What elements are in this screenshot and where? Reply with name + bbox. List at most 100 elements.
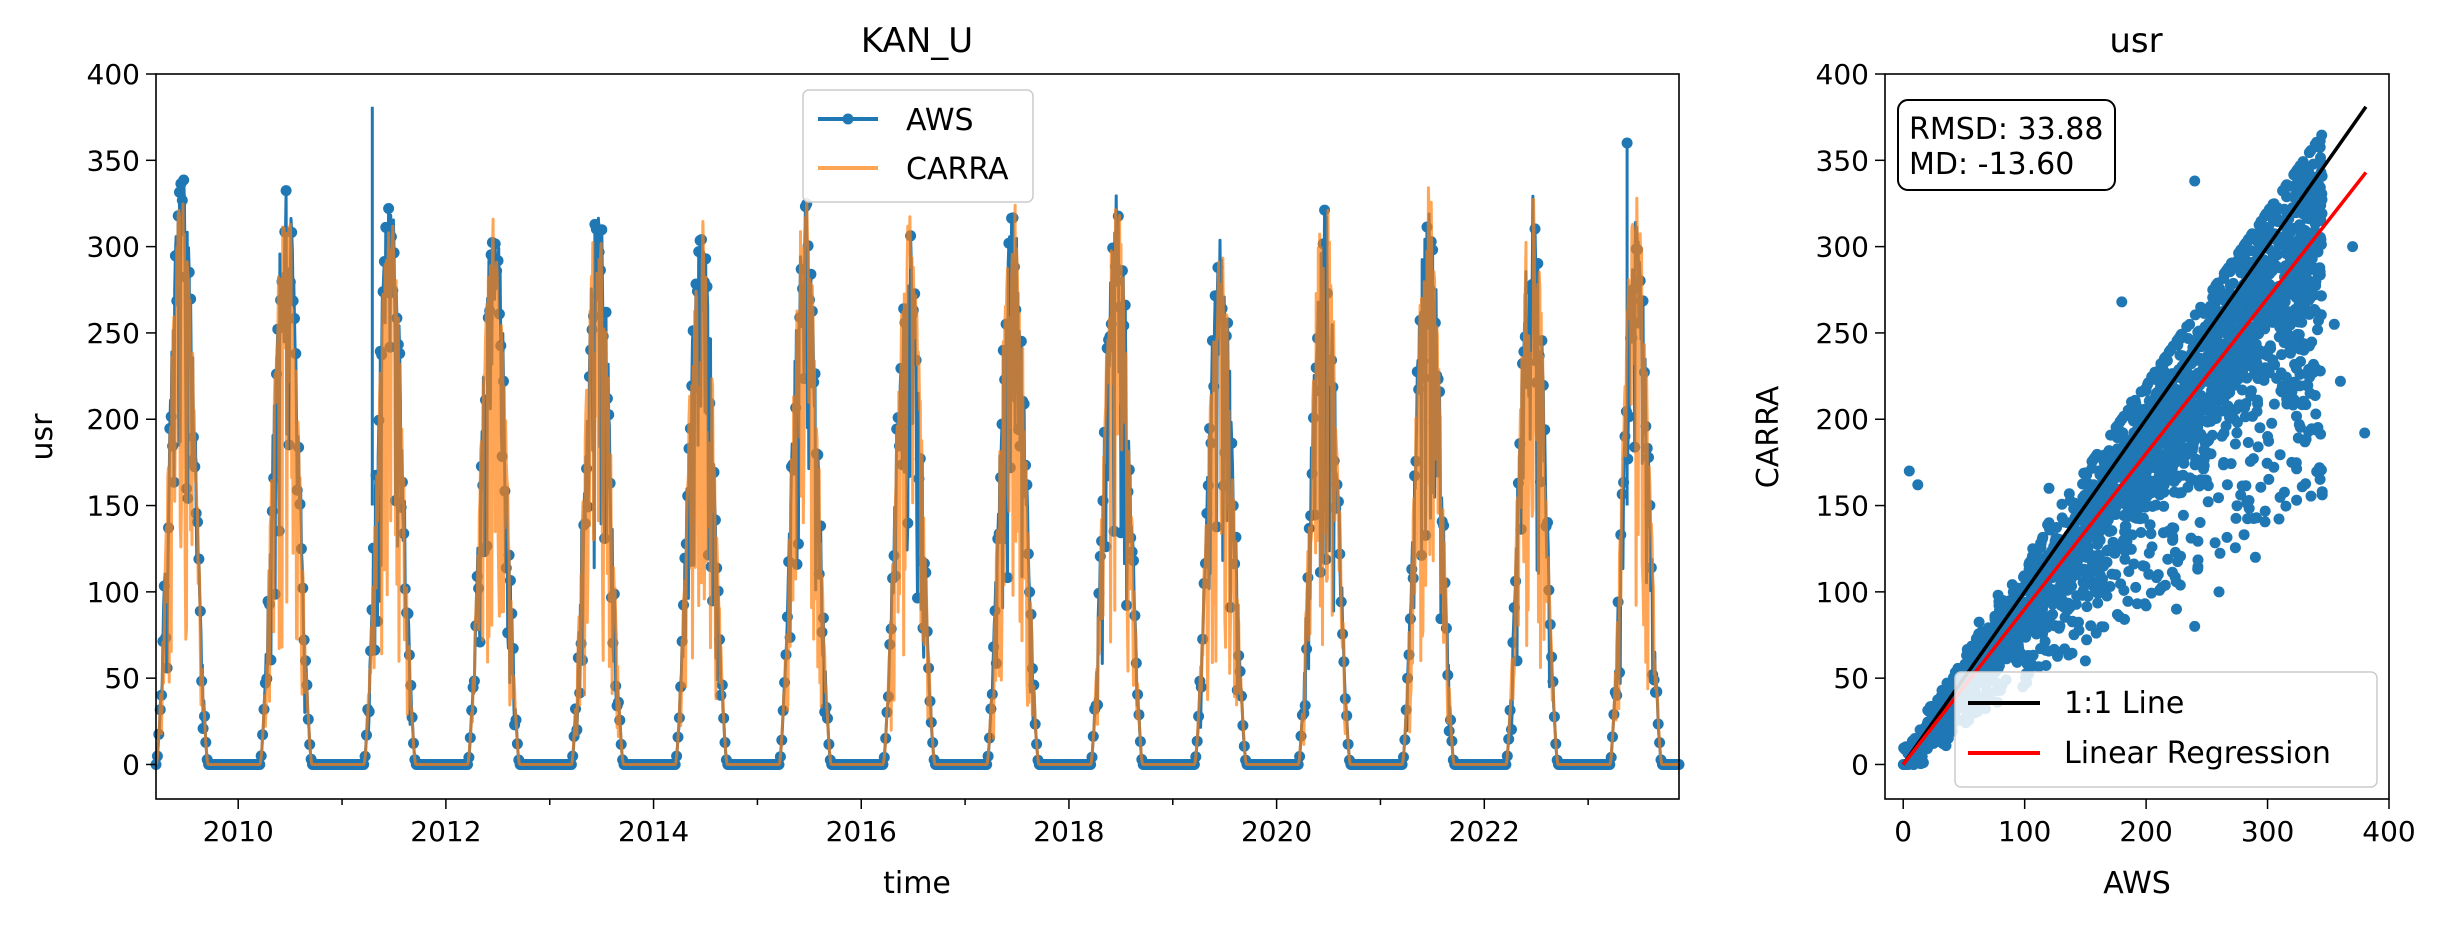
scatter-point [2188,436,2200,448]
scatter-point [2182,414,2194,426]
scatter-legend: 1:1 Line Linear Regression [1954,671,2378,788]
scatter-point [2207,284,2219,296]
scatter-point [2286,456,2298,468]
scatter-point [2066,647,2078,659]
scatter-point [2250,338,2262,350]
scatter-point [2049,620,2061,632]
scatter-point [2185,532,2197,544]
aws-point [1621,137,1633,149]
scatter-y-tick-label: 300 [1816,231,1869,264]
scatter-point [2279,293,2291,304]
scatter-point [2197,365,2209,377]
aws-point [280,185,292,197]
scatter-point [2310,408,2322,420]
scatter-point [2294,160,2306,172]
scatter-point [2216,287,2228,299]
scatter-point [2126,396,2137,408]
scatter-point [2090,627,2102,639]
scatter-point [2302,307,2314,318]
scatter-point [2284,382,2296,393]
scatter-point [2312,324,2323,336]
scatter-point [2106,525,2118,537]
scatter-point [2182,481,2194,493]
scatter-point [2207,292,2219,303]
scatter-point [2028,545,2040,557]
timeseries-y-tick-label: 350 [87,144,140,177]
scatter-point [2143,395,2155,407]
scatter-point [2245,385,2257,397]
scatter-point [1973,616,1985,628]
scatter-point [2101,485,2113,496]
scatter-point [2169,444,2181,456]
scatter-y-tick-label: 150 [1816,490,1869,523]
scatter-point [1992,589,2004,601]
scatter-point [2151,409,2163,421]
scatter-point [2186,380,2198,392]
legend-carra-label: CARRA [906,152,1009,187]
scatter-point [2135,527,2147,538]
scatter-point [1973,628,1985,640]
scatter-point [2224,405,2236,417]
scatter-point [2178,457,2190,469]
scatter-point [2148,475,2160,487]
scatter-point [2225,353,2236,364]
scatter-point [2199,415,2211,427]
regression-line [1901,171,2368,766]
aws-point [1507,637,1519,648]
scatter-point [2144,519,2156,531]
scatter-point [2116,296,2128,308]
scatter-point [2293,419,2305,430]
scatter-point [2119,520,2131,532]
scatter-point [2232,341,2243,353]
scatter-point [2137,443,2148,455]
scatter-y-ticks: 0 50 100 150 200 250 300 350 400 [1816,58,1885,781]
legend-regression-label: Linear Regression [2064,736,2331,771]
scatter-point [2055,599,2067,611]
scatter-point [1898,742,1910,754]
scatter-point [2316,486,2328,498]
scatter-point [2087,503,2099,515]
scatter-point [2172,556,2184,568]
scatter-point [1934,734,1946,746]
scatter-point [2297,297,2309,309]
scatter-point [2068,497,2080,509]
scatter-point [2213,344,2225,356]
scatter-point [2177,469,2189,481]
scatter-point [2158,500,2170,512]
timeseries-y-tick-label: 150 [87,490,140,523]
scatter-point [2056,498,2068,510]
scatter-point [2221,479,2233,491]
scatter-point [2209,537,2221,549]
scatter-point [2217,392,2229,404]
scatter-point [2250,369,2262,381]
scatter-chart: usr 0 100 200 300 400 0 50 100 150 200 250 300 350 4… [1751,21,2416,901]
scatter-point [2276,349,2288,361]
scatter-point [2233,247,2245,259]
scatter-point [2158,368,2170,380]
scatter-point [2277,185,2289,197]
timeseries-axes-frame [155,73,1680,800]
aws-point [596,224,608,236]
scatter-point [2309,218,2321,230]
scatter-point [2254,292,2266,304]
scatter-point [2037,531,2049,543]
scatter-point [2195,390,2207,402]
scatter-point [2071,590,2083,602]
scatter-point [2162,553,2174,565]
scatter-point [2189,458,2201,470]
scatter-point [2188,424,2200,435]
scatter-point [2044,523,2055,535]
scatter-point [2162,525,2174,537]
scatter-point [1989,613,2001,625]
aws-point [1443,725,1455,737]
scatter-point [2290,266,2302,278]
scatter-point [2110,421,2122,433]
timeseries-x-tick-label: 2016 [826,815,897,848]
scatter-point [2297,289,2309,301]
scatter-point [2262,221,2274,233]
scatter-point [2259,516,2271,528]
scatter-point [2177,509,2189,521]
scatter-point [2279,239,2291,251]
scatter-point [2078,546,2090,558]
scatter-point [2092,587,2104,599]
